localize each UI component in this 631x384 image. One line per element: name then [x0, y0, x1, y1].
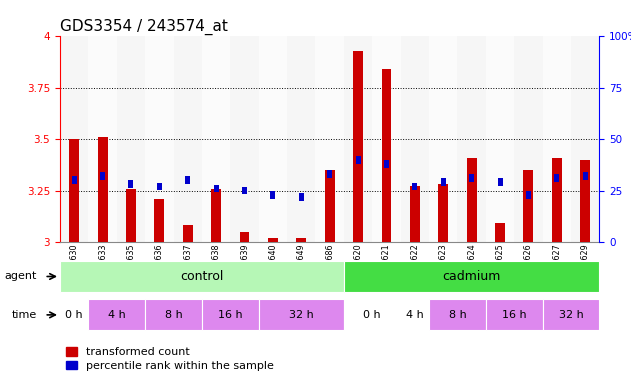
Bar: [69, 139, 79, 242]
Bar: [372, 36, 401, 242]
Bar: [384, 160, 389, 168]
Bar: [242, 187, 247, 194]
Bar: [117, 36, 145, 242]
Bar: [582, 172, 588, 180]
Text: time: time: [12, 310, 37, 320]
Text: 4 h: 4 h: [406, 310, 424, 320]
Bar: [524, 170, 533, 242]
Bar: [213, 185, 219, 192]
Bar: [543, 36, 571, 242]
Text: 16 h: 16 h: [502, 310, 527, 320]
Text: 8 h: 8 h: [165, 310, 182, 320]
Bar: [240, 232, 249, 242]
Bar: [486, 300, 543, 330]
Bar: [100, 172, 105, 180]
Bar: [344, 300, 401, 330]
Text: 4 h: 4 h: [108, 310, 126, 320]
Bar: [268, 238, 278, 242]
Bar: [543, 300, 599, 330]
Bar: [60, 300, 88, 330]
Bar: [174, 36, 202, 242]
Bar: [298, 193, 304, 200]
Bar: [202, 36, 230, 242]
Bar: [514, 36, 543, 242]
Bar: [571, 36, 599, 242]
Bar: [469, 174, 475, 182]
Bar: [98, 137, 107, 242]
Text: agent: agent: [5, 271, 37, 281]
Bar: [486, 36, 514, 242]
Bar: [554, 174, 560, 182]
Bar: [429, 36, 457, 242]
Bar: [495, 223, 505, 242]
Bar: [382, 70, 391, 242]
Text: GDS3354 / 243574_at: GDS3354 / 243574_at: [60, 19, 228, 35]
Text: 32 h: 32 h: [558, 310, 584, 320]
Bar: [440, 179, 446, 186]
Text: 0 h: 0 h: [66, 310, 83, 320]
Bar: [145, 300, 202, 330]
Bar: [88, 300, 145, 330]
Bar: [155, 199, 164, 242]
Bar: [185, 176, 191, 184]
Bar: [526, 191, 531, 199]
Bar: [183, 225, 192, 242]
Bar: [270, 191, 276, 199]
Bar: [128, 180, 134, 188]
Bar: [145, 36, 174, 242]
Bar: [325, 170, 334, 242]
Text: 8 h: 8 h: [449, 310, 466, 320]
Text: 0 h: 0 h: [363, 310, 381, 320]
Text: cadmium: cadmium: [442, 270, 501, 283]
Bar: [355, 156, 361, 164]
Bar: [467, 158, 476, 242]
Text: 32 h: 32 h: [289, 310, 314, 320]
Bar: [287, 36, 316, 242]
Text: 16 h: 16 h: [218, 310, 243, 320]
Bar: [457, 36, 486, 242]
Bar: [60, 261, 344, 292]
Bar: [410, 187, 420, 242]
Bar: [259, 36, 287, 242]
Bar: [412, 182, 418, 190]
Bar: [297, 238, 306, 242]
Bar: [60, 36, 88, 242]
Bar: [439, 184, 448, 242]
Bar: [88, 36, 117, 242]
Bar: [327, 170, 333, 178]
Bar: [230, 36, 259, 242]
Bar: [401, 36, 429, 242]
Bar: [156, 182, 162, 190]
Bar: [429, 300, 486, 330]
Bar: [259, 300, 344, 330]
Bar: [344, 36, 372, 242]
Legend: transformed count, percentile rank within the sample: transformed count, percentile rank withi…: [66, 347, 273, 371]
Bar: [211, 189, 221, 242]
Bar: [497, 179, 503, 186]
Bar: [71, 176, 77, 184]
Bar: [316, 36, 344, 242]
Bar: [401, 300, 429, 330]
Bar: [353, 51, 363, 242]
Bar: [581, 160, 590, 242]
Bar: [202, 300, 259, 330]
Bar: [126, 189, 136, 242]
Text: control: control: [180, 270, 223, 283]
Bar: [344, 261, 599, 292]
Bar: [552, 158, 562, 242]
